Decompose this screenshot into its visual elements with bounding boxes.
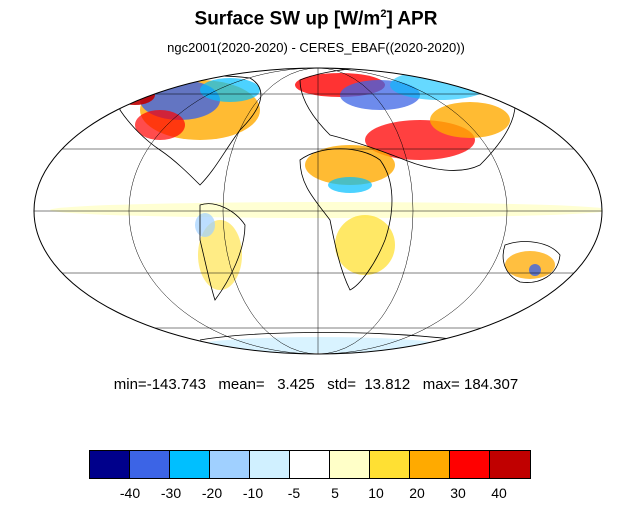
colorbar-swatch — [330, 451, 370, 478]
colorbar-swatch — [250, 451, 290, 478]
colorbar-tick-label: -20 — [201, 485, 223, 501]
colorbar-swatch — [410, 451, 450, 478]
globe-outline — [33, 67, 603, 355]
graticule — [34, 68, 602, 354]
colorbar-tick-label: 20 — [409, 485, 425, 501]
colorbar-tick-label: 10 — [368, 485, 384, 501]
field-patches — [50, 70, 602, 353]
colorbar-swatch — [170, 451, 210, 478]
colorbar-swatch — [450, 451, 490, 478]
colorbar-swatch — [490, 451, 530, 478]
colorbar-tick-label: -10 — [242, 485, 264, 501]
colorbar-swatch — [370, 451, 410, 478]
colorbar-tick-label: 30 — [450, 485, 466, 501]
statistics-line: min=-143.743 mean= 3.425 std= 13.812 max… — [113, 376, 519, 393]
plot-subtitle: ngc2001(2020-2020) - CERES_EBAF((2020-20… — [167, 40, 465, 55]
colorbar-swatch — [130, 451, 170, 478]
colorbar-swatch — [290, 451, 330, 478]
colorbar-tick-label: -30 — [160, 485, 182, 501]
colorbar-tick-label: -5 — [287, 485, 301, 501]
colorbar-swatch — [90, 451, 130, 478]
colorbar-tick-label: 40 — [491, 485, 507, 501]
colorbar-swatch — [210, 451, 250, 478]
colorbar-tick-label: 5 — [331, 485, 339, 501]
plot-title: Surface SW up [W/m2] APR — [194, 8, 438, 30]
colorbar — [89, 450, 531, 479]
mollweide-map — [33, 67, 603, 355]
colorbar-tick-label: -40 — [119, 485, 141, 501]
